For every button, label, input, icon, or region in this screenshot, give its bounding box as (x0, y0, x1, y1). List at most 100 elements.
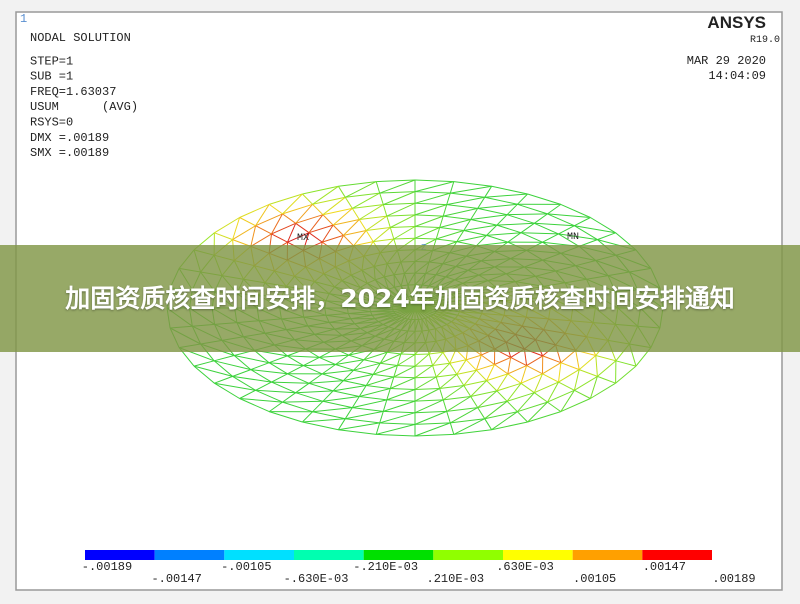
mesh-edge (414, 399, 444, 414)
mesh-edge (449, 359, 467, 364)
mesh-edge (547, 203, 562, 215)
mesh-edge (233, 355, 252, 370)
mesh-edge (271, 373, 288, 383)
mesh-edge (517, 193, 528, 205)
mesh-edge (470, 380, 487, 397)
mesh-edge (595, 355, 598, 377)
mesh-edge (517, 411, 528, 423)
mesh-edge (517, 392, 535, 413)
legend-label: .00189 (712, 572, 755, 586)
mesh-edge (496, 214, 508, 226)
mesh-edge (414, 365, 433, 367)
mesh-edge (590, 382, 616, 399)
mesh-edge (414, 179, 454, 183)
mesh-edge (303, 365, 323, 375)
mesh-edge (379, 192, 384, 205)
mesh-edge (193, 365, 233, 377)
legend-swatch (85, 550, 155, 560)
mesh-edge (477, 407, 486, 419)
mesh-edge (308, 224, 334, 234)
legend-swatch (363, 550, 434, 560)
mesh-edge (526, 355, 543, 367)
mesh-edge (547, 381, 559, 403)
mesh-edge (345, 181, 377, 198)
mesh-edge (250, 233, 272, 247)
mesh-edge (477, 197, 486, 209)
mesh-edge (615, 365, 637, 384)
mesh-edge (232, 375, 272, 383)
mesh-edge (366, 385, 391, 389)
mesh-edge (534, 381, 559, 394)
mesh-edge (282, 213, 296, 224)
mesh-edge (506, 392, 535, 402)
mesh-edge (379, 411, 384, 424)
mesh-edge (268, 401, 283, 413)
mesh-edge (414, 376, 437, 390)
mesh-edge (470, 219, 498, 226)
mesh-edge (558, 381, 575, 391)
mesh-edge (193, 365, 215, 384)
mesh-edge (442, 204, 448, 217)
window-number: 1 (20, 12, 27, 26)
mesh-edge (255, 213, 283, 227)
mesh-edge (232, 369, 251, 377)
brand-version: R19.0 (750, 35, 780, 46)
mesh-edge (456, 234, 487, 243)
mesh-edge (484, 418, 493, 430)
mesh-edge (343, 369, 354, 381)
mesh-edge (295, 382, 310, 394)
mesh-edge (373, 238, 394, 243)
mesh-edge (534, 222, 559, 235)
mesh-edge (506, 400, 518, 413)
mesh-edge (214, 382, 240, 399)
mesh-edge (486, 224, 498, 236)
mesh-edge (477, 400, 508, 409)
mesh-edge (414, 227, 440, 239)
mesh-edge (359, 204, 384, 220)
mesh-edge (379, 352, 388, 364)
mesh-edge (414, 388, 440, 390)
mesh-edge (414, 237, 437, 240)
mesh-edge (560, 362, 580, 371)
mesh-edge (232, 217, 241, 240)
mesh-edge (484, 196, 518, 205)
mesh-edge (439, 385, 464, 389)
mesh-edge (380, 362, 398, 366)
mesh-edge (397, 354, 416, 366)
mesh-edge (312, 196, 346, 205)
mesh-edge (574, 217, 591, 227)
mesh-edge (442, 352, 451, 364)
legend-label: -.210E-03 (353, 560, 418, 574)
mesh-edge (379, 412, 416, 424)
mesh-edge (533, 373, 543, 393)
mesh-edge (333, 385, 367, 392)
mesh-edge (348, 354, 364, 361)
mesh-edge (282, 400, 323, 403)
mesh-edge (269, 411, 303, 423)
mesh-edge (506, 382, 522, 402)
mesh-edge (372, 227, 391, 242)
mesh-edge (343, 219, 360, 236)
mesh-edge (436, 230, 464, 240)
mesh-edge (414, 191, 451, 194)
mesh-edge (446, 396, 471, 412)
mesh-edge (414, 422, 451, 437)
mesh-edge (393, 226, 416, 240)
mesh-edge (287, 223, 297, 243)
mesh-edge (486, 234, 508, 243)
mesh-edge (496, 224, 522, 234)
mesh-edge (321, 364, 336, 375)
mesh-edge (308, 232, 323, 243)
mesh-edge (335, 364, 354, 371)
mesh-edge (435, 227, 441, 240)
mesh-edge (312, 400, 324, 413)
mesh-edge (250, 362, 270, 371)
mesh-edge (442, 385, 465, 401)
mesh-edge (271, 381, 310, 384)
mesh-edge (558, 369, 580, 383)
mesh-edge (332, 380, 344, 392)
mesh-edge (332, 208, 353, 226)
mesh-edge (476, 235, 487, 247)
mesh-edge (463, 230, 487, 236)
mesh-edge (358, 385, 367, 397)
